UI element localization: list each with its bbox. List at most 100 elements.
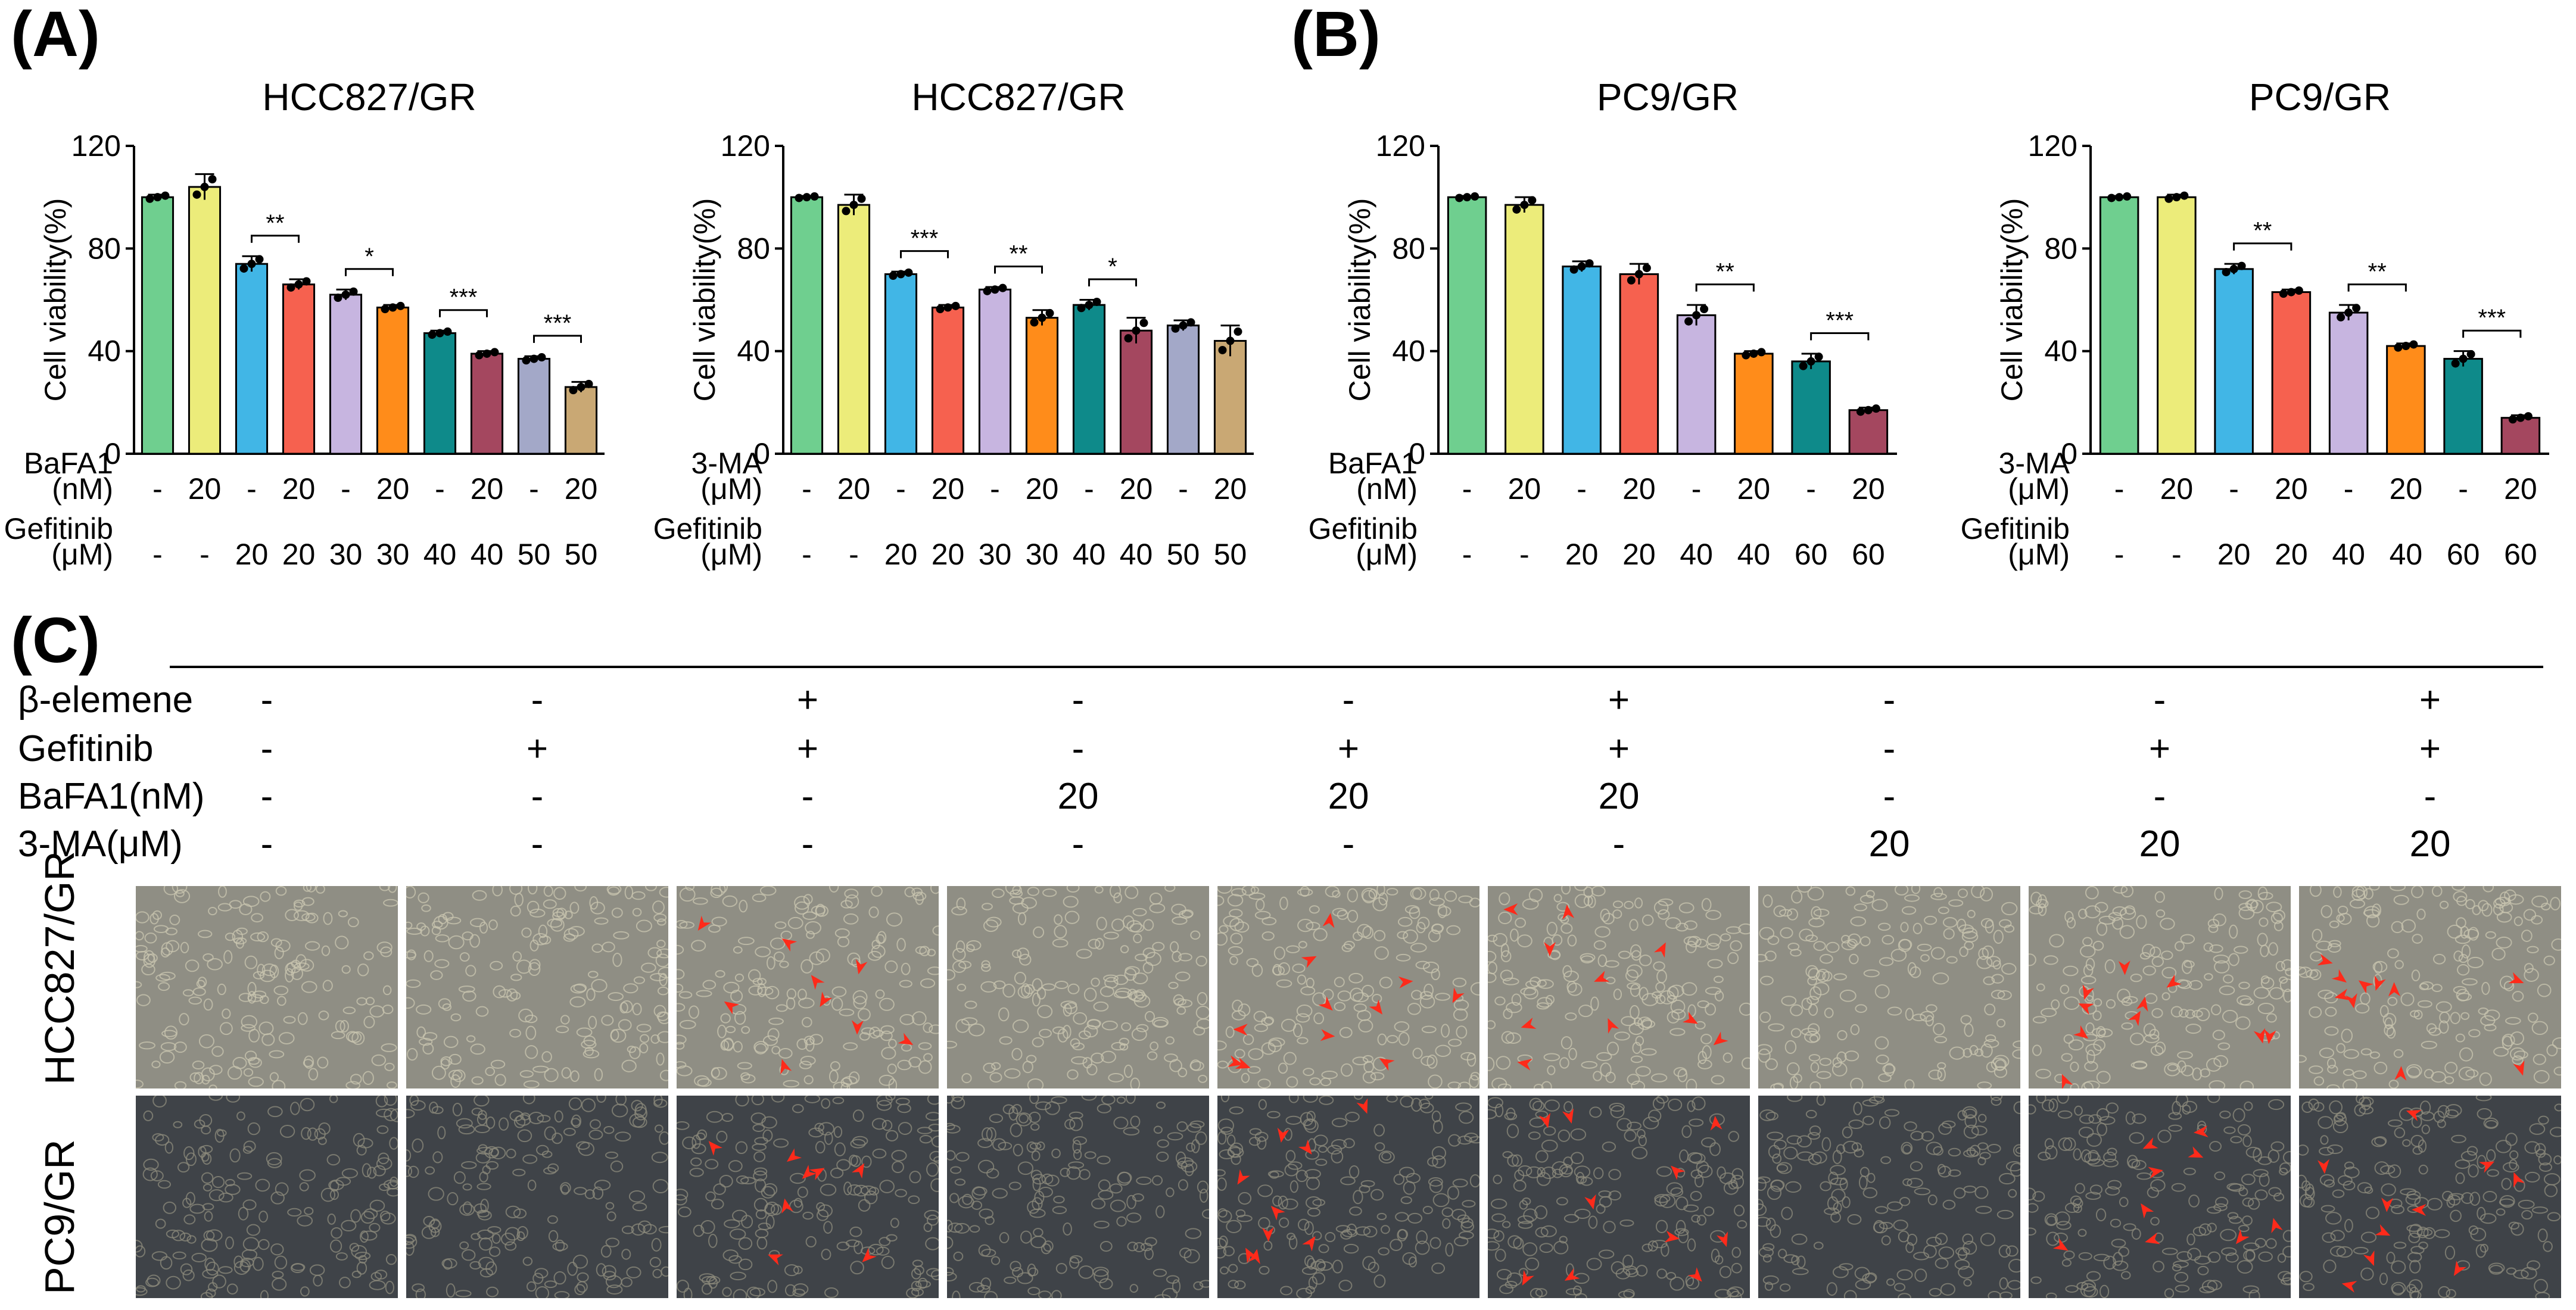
cell — [1591, 886, 1606, 897]
cell — [719, 886, 728, 893]
cell — [160, 1256, 173, 1270]
cell — [677, 1280, 689, 1293]
cell — [2309, 1065, 2323, 1074]
cell — [725, 1025, 736, 1034]
cell — [1327, 1144, 1342, 1155]
cell — [1051, 1290, 1062, 1298]
cell — [347, 917, 359, 928]
cell — [876, 934, 885, 944]
row-label-unit: (μM) — [51, 538, 113, 571]
micrograph-cells — [136, 886, 398, 1088]
cell — [2259, 1173, 2270, 1187]
cell — [2496, 1208, 2506, 1216]
cell — [626, 1266, 641, 1278]
data-point — [443, 327, 452, 336]
cell — [2029, 1187, 2036, 1201]
cell — [1980, 1043, 1993, 1058]
cell — [1242, 1034, 1254, 1045]
cell — [1796, 1135, 1812, 1148]
cell — [2173, 1260, 2189, 1268]
cell — [1429, 888, 1440, 901]
bar — [235, 263, 269, 455]
cell — [2454, 934, 2471, 944]
cell — [572, 1255, 588, 1269]
cell — [1431, 968, 1440, 981]
cell — [1170, 941, 1179, 953]
bar — [188, 186, 222, 455]
cell — [247, 1122, 260, 1136]
cell — [1593, 940, 1606, 950]
cell — [406, 997, 415, 1009]
cell — [1470, 982, 1479, 996]
cell — [1427, 1157, 1438, 1167]
cell — [384, 1062, 395, 1071]
cell — [431, 926, 441, 935]
cell — [527, 886, 538, 895]
cell — [435, 934, 450, 943]
cell — [1428, 1177, 1443, 1187]
data-point — [1463, 193, 1472, 202]
cell — [1393, 1174, 1404, 1185]
cell — [1502, 1221, 1511, 1228]
cell — [659, 1131, 668, 1145]
arrowhead — [1320, 1029, 1335, 1041]
cell — [2466, 1146, 2478, 1156]
arrowhead — [852, 1163, 865, 1179]
cell — [1037, 1005, 1053, 1018]
cell — [2046, 1231, 2060, 1246]
cell — [2304, 1187, 2315, 1200]
cell — [329, 1239, 342, 1253]
cell — [2045, 1292, 2057, 1298]
cell — [618, 1019, 632, 1031]
cell — [930, 1270, 939, 1281]
cell — [1828, 1171, 1839, 1185]
cell — [488, 1147, 499, 1157]
cell — [1109, 886, 1121, 899]
cell — [1285, 1115, 1302, 1125]
cell — [1337, 990, 1351, 1002]
cell — [2143, 1023, 2156, 1037]
cell — [1029, 1208, 1046, 1218]
cell — [2318, 990, 2334, 999]
cell — [512, 1168, 526, 1177]
cell — [1568, 1047, 1577, 1061]
arrowhead — [1452, 987, 1465, 1003]
cell — [2477, 1108, 2492, 1120]
cell — [1442, 1218, 1451, 1229]
cell — [169, 914, 180, 925]
cell — [166, 1275, 181, 1290]
cell — [2070, 1195, 2082, 1206]
cell — [661, 1266, 668, 1277]
cell — [2200, 1068, 2210, 1078]
cell — [2417, 1000, 2432, 1008]
cell — [1884, 1109, 1900, 1117]
row-value: 20 — [1120, 472, 1153, 506]
cell — [871, 1118, 887, 1130]
cell — [2485, 1119, 2498, 1128]
arrowhead — [781, 938, 798, 952]
cell — [357, 963, 369, 977]
cell — [2103, 1152, 2117, 1162]
cell — [849, 1226, 862, 1237]
cell — [2086, 1271, 2101, 1281]
cell — [2554, 1103, 2561, 1112]
cell — [172, 886, 188, 894]
cell — [1501, 1031, 1515, 1044]
cell — [1781, 1206, 1793, 1220]
cell — [326, 1154, 341, 1166]
cell — [1758, 1217, 1771, 1227]
cell — [535, 1286, 550, 1298]
cell — [1352, 1056, 1369, 1066]
cell — [2219, 1111, 2231, 1119]
cell — [379, 886, 391, 891]
cell — [2309, 886, 2322, 897]
cell — [1231, 1153, 1241, 1165]
cell — [1422, 1206, 1433, 1215]
cell — [1339, 1027, 1353, 1038]
cell — [798, 988, 807, 1000]
cell — [1488, 1228, 1500, 1239]
cell — [1656, 969, 1667, 984]
cell — [861, 1027, 875, 1035]
cell — [1980, 1233, 1996, 1246]
cell — [728, 1160, 743, 1172]
